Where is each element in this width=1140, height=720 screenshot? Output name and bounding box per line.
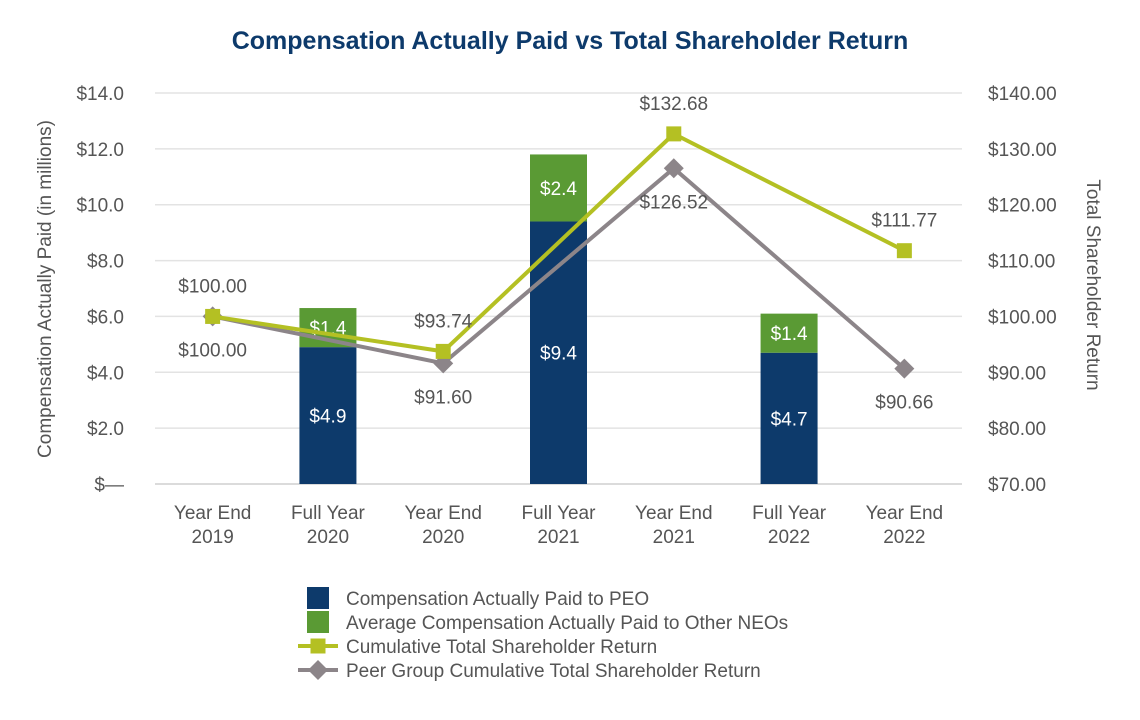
tsr-point-label: $132.68 — [639, 94, 708, 115]
peer-tsr-marker — [894, 358, 915, 379]
tsr-point-label: $111.77 — [871, 211, 937, 232]
right-tick-label: $120.00 — [988, 196, 1057, 217]
left-tick-label: $14.0 — [76, 84, 124, 105]
neo-bar — [530, 154, 587, 222]
category-label-line: Year End — [635, 503, 712, 524]
category-label-line: Year End — [404, 503, 481, 524]
category-label-line: 2019 — [192, 527, 234, 548]
legend: Compensation Actually Paid to PEO Average… — [298, 587, 788, 682]
left-tick-label: $12.0 — [76, 140, 124, 161]
category-label: Year End 2022 — [866, 503, 943, 548]
left-tick-label: $6.0 — [87, 307, 124, 328]
category-label: Full Year 2020 — [291, 503, 366, 548]
right-tick-label: $130.00 — [988, 140, 1057, 161]
tsr-line — [212, 131, 906, 354]
legend-peer-tsr-label: Peer Group Cumulative Total Shareholder … — [346, 661, 761, 682]
peer-tsr-marker — [663, 158, 684, 179]
legend-peo-swatch — [307, 587, 329, 609]
category-label-line: 2022 — [768, 527, 810, 548]
peer-tsr-point-label: $91.60 — [414, 387, 472, 408]
category-label-line: Full Year — [752, 503, 827, 524]
peer-tsr-point-label: $126.52 — [639, 192, 708, 213]
right-tick-label: $80.00 — [988, 419, 1046, 440]
left-tick-label: $2.0 — [87, 419, 124, 440]
category-label-line: 2020 — [307, 527, 349, 548]
peo-bar-label: $4.7 — [771, 409, 808, 430]
tsr-point-label: $100.00 — [178, 276, 247, 297]
tsr-marker — [896, 243, 912, 259]
chart-title: Compensation Actually Paid vs Total Shar… — [232, 27, 909, 55]
left-tick-label: $10.0 — [76, 196, 124, 217]
peo-bar — [760, 352, 818, 484]
category-label-line: 2021 — [537, 527, 579, 548]
category-label: Full Year 2021 — [522, 503, 597, 548]
category-label-line: Full Year — [522, 503, 597, 524]
category-label-line: Full Year — [291, 503, 366, 524]
legend-peo-label: Compensation Actually Paid to PEO — [346, 589, 649, 610]
peer-tsr-point-label: $100.00 — [178, 340, 247, 361]
right-tick-label: $110.00 — [988, 252, 1055, 273]
neo-bar-label: $1.4 — [771, 324, 808, 345]
category-label: Full Year 2022 — [752, 503, 827, 548]
right-tick-label: $100.00 — [988, 307, 1057, 328]
bars: $4.9$1.4$9.4$2.4$4.7$1.4 — [299, 154, 818, 484]
peo-bar — [299, 347, 357, 484]
left-axis-title: Compensation Actually Paid (in millions) — [35, 120, 56, 458]
right-tick-label: $90.00 — [988, 363, 1046, 384]
category-label-line: Year End — [174, 503, 251, 524]
neo-bar — [760, 313, 818, 353]
category-label: Year End 2021 — [635, 503, 712, 548]
tsr-marker — [205, 308, 221, 324]
neo-bar-label: $2.4 — [540, 179, 577, 200]
category-label-line: 2021 — [653, 527, 695, 548]
left-tick-label: $8.0 — [87, 252, 124, 273]
peer-tsr-line — [212, 166, 906, 371]
peo-bar-label: $4.9 — [309, 407, 346, 428]
right-axis-title: Total Shareholder Return — [1082, 179, 1103, 390]
legend-neo-swatch — [307, 611, 329, 633]
legend-tsr-label: Cumulative Total Shareholder Return — [346, 637, 657, 658]
left-tick-label: $— — [94, 475, 124, 496]
category-label-line: 2020 — [422, 527, 464, 548]
category-label-line: 2022 — [883, 527, 925, 548]
legend-tsr-marker — [310, 638, 326, 654]
tsr-point-label: $93.74 — [414, 311, 473, 332]
right-axis-ticks: $70.00 $80.00 $90.00 $100.00 $110.00 $120.00 $… — [988, 84, 1057, 496]
peer-tsr-point-label: $90.66 — [875, 393, 933, 414]
category-label: Year End 2019 — [174, 503, 251, 548]
left-tick-label: $4.0 — [87, 363, 124, 384]
right-tick-label: $140.00 — [988, 84, 1057, 105]
right-tick-label: $70.00 — [988, 475, 1046, 496]
legend-neo-label: Average Compensation Actually Paid to Ot… — [346, 613, 788, 634]
tsr-marker — [666, 126, 682, 142]
category-label: Year End 2020 — [404, 503, 481, 548]
category-label-line: Year End — [866, 503, 943, 524]
left-axis-ticks: $— $2.0 $4.0 $6.0 $8.0 $10.0 $12.0 $14.0 — [76, 84, 124, 496]
lines: $100.00 $91.60 $126.52 $90.66 $100.00 $93.74 $… — [178, 94, 937, 414]
tsr-marker — [435, 343, 451, 359]
peo-bar-label: $9.4 — [540, 344, 577, 365]
legend-peer-tsr-marker — [308, 660, 328, 680]
